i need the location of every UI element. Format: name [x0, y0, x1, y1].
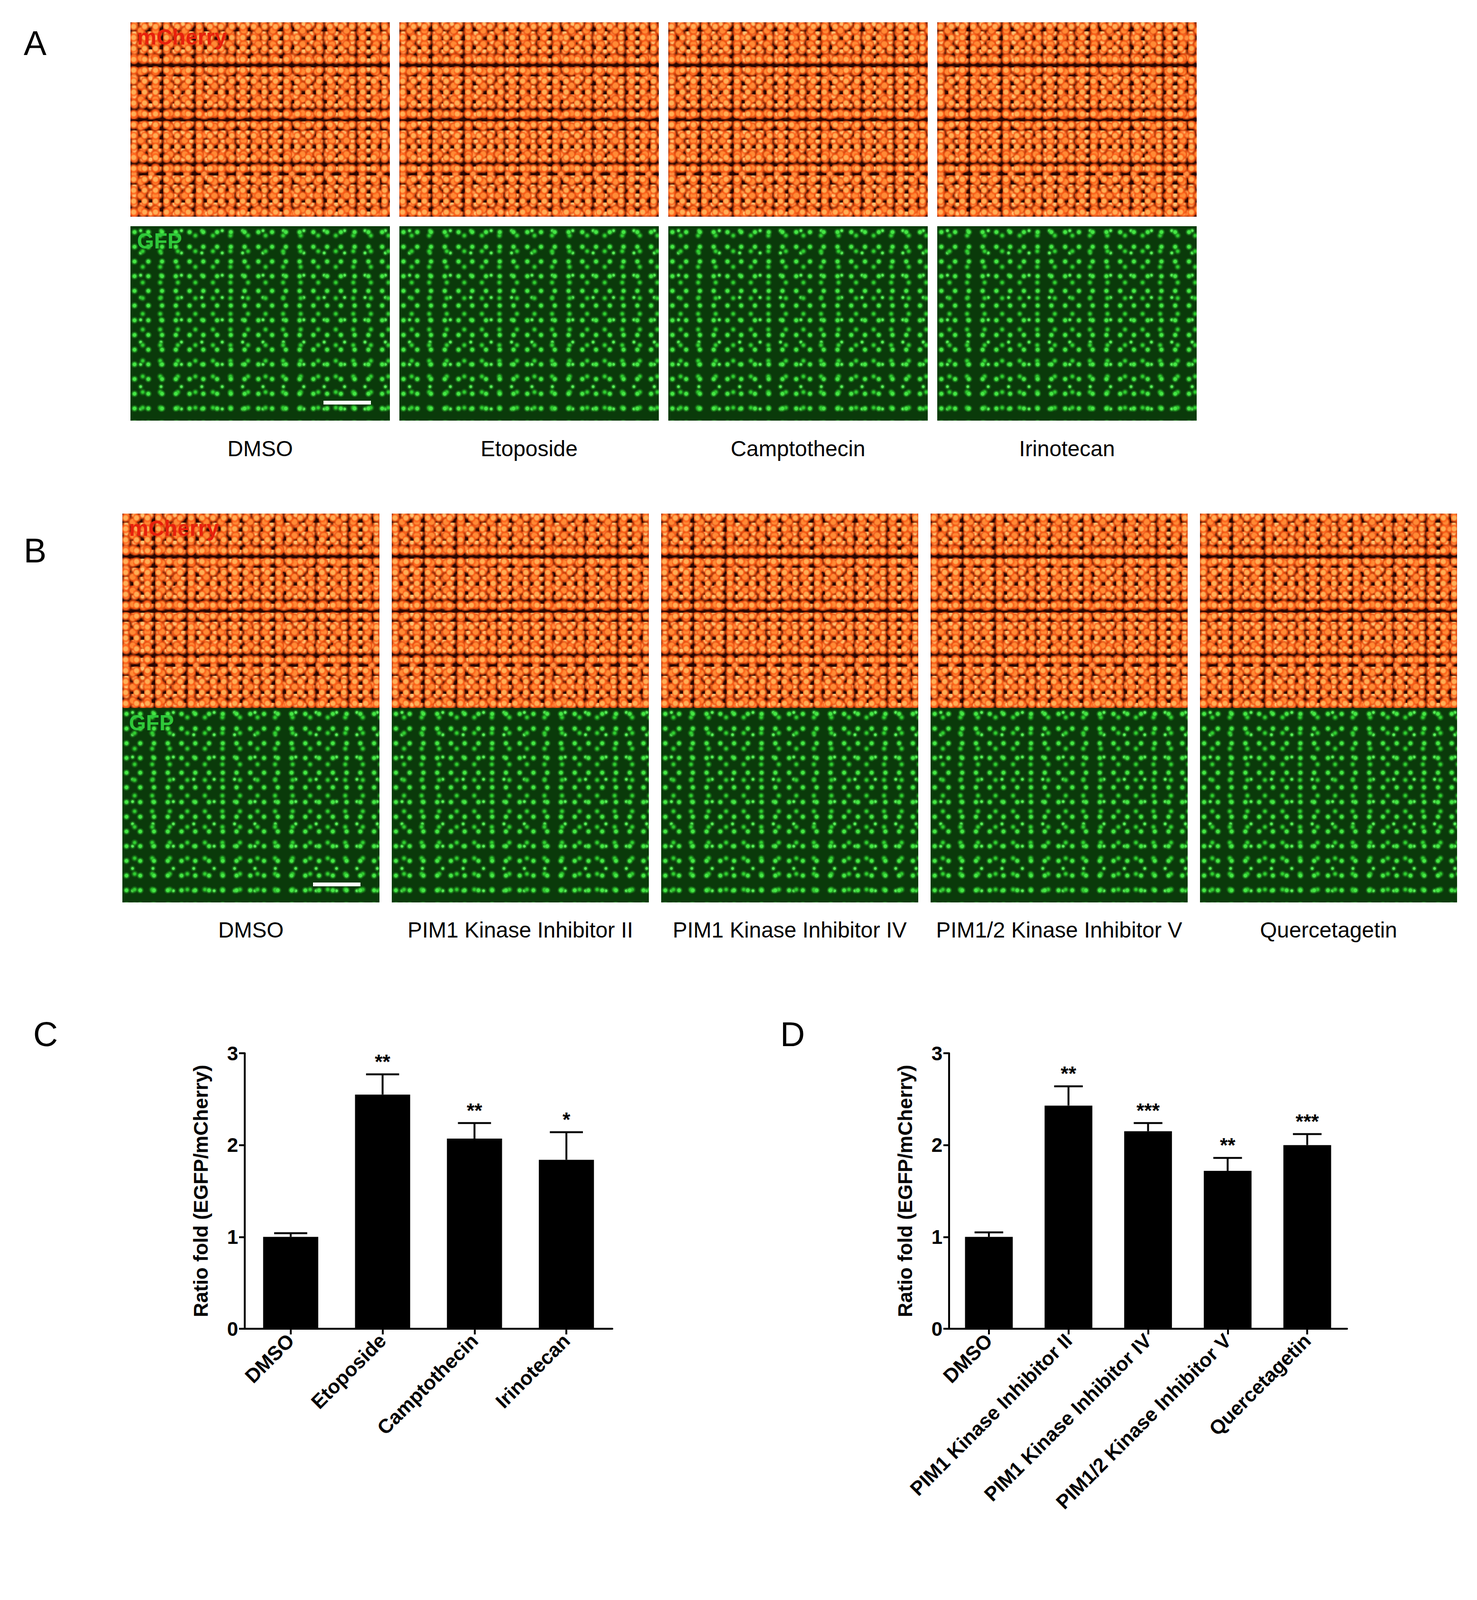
- svg-text:Ratio fold (EGFP/mCherry): Ratio fold (EGFP/mCherry): [894, 1064, 917, 1318]
- svg-text:***: ***: [1295, 1110, 1320, 1133]
- svg-text:1: 1: [227, 1226, 239, 1249]
- svg-text:Quercetagetin: Quercetagetin: [1204, 1329, 1316, 1441]
- html-text:D: D: [780, 1015, 805, 1054]
- html-text:GFP: GFP: [137, 228, 182, 254]
- svg-text:***: ***: [1136, 1099, 1161, 1122]
- html-text:C: C: [33, 1015, 58, 1054]
- html-text:DMSO: DMSO: [227, 436, 293, 462]
- svg-text:DMSO: DMSO: [240, 1329, 299, 1388]
- svg-text:Ratio fold (EGFP/mCherry): Ratio fold (EGFP/mCherry): [189, 1064, 213, 1318]
- html-text:Quercetagetin: Quercetagetin: [1260, 917, 1398, 943]
- svg-text:0: 0: [931, 1318, 943, 1341]
- html-text:PIM1/2 Kinase Inhibitor V: PIM1/2 Kinase Inhibitor V: [936, 917, 1183, 943]
- html-text:PIM1 Kinase Inhibitor II: PIM1 Kinase Inhibitor II: [407, 917, 634, 943]
- svg-text:2: 2: [931, 1134, 943, 1157]
- svg-text:PIM1/2 Kinase Inhibitor V: PIM1/2 Kinase Inhibitor V: [1051, 1329, 1236, 1514]
- svg-text:**: **: [1219, 1134, 1236, 1157]
- html-text:B: B: [23, 531, 47, 570]
- svg-text:PIM1 Kinase Inhibitor II: PIM1 Kinase Inhibitor II: [905, 1329, 1077, 1501]
- html-text:Irinotecan: Irinotecan: [1019, 436, 1115, 462]
- svg-text:**: **: [1060, 1062, 1077, 1085]
- svg-text:1: 1: [931, 1226, 943, 1249]
- svg-text:Camptothecin: Camptothecin: [372, 1329, 483, 1440]
- html-text:mCherry: mCherry: [137, 24, 227, 50]
- html-text:DMSO: DMSO: [218, 917, 284, 943]
- html-text:mCherry: mCherry: [129, 516, 219, 541]
- html-text:PIM1 Kinase Inhibitor IV: PIM1 Kinase Inhibitor IV: [672, 917, 907, 943]
- svg-text:0: 0: [227, 1318, 239, 1341]
- svg-text:**: **: [466, 1099, 483, 1122]
- html-text:Etoposide: Etoposide: [480, 436, 578, 462]
- svg-text:Irinotecan: Irinotecan: [491, 1329, 575, 1413]
- html-text:A: A: [23, 24, 47, 63]
- svg-text:PIM1 Kinase Inhibitor IV: PIM1 Kinase Inhibitor IV: [979, 1329, 1156, 1506]
- svg-text:3: 3: [227, 1042, 239, 1065]
- svg-text:3: 3: [931, 1042, 943, 1065]
- svg-text:**: **: [374, 1050, 391, 1073]
- svg-text:2: 2: [227, 1134, 239, 1157]
- html-text:Camptothecin: Camptothecin: [730, 436, 866, 462]
- html-text:GFP: GFP: [129, 710, 174, 736]
- svg-text:DMSO: DMSO: [938, 1329, 997, 1388]
- svg-text:Etoposide: Etoposide: [306, 1329, 391, 1414]
- svg-text:*: *: [562, 1108, 571, 1131]
